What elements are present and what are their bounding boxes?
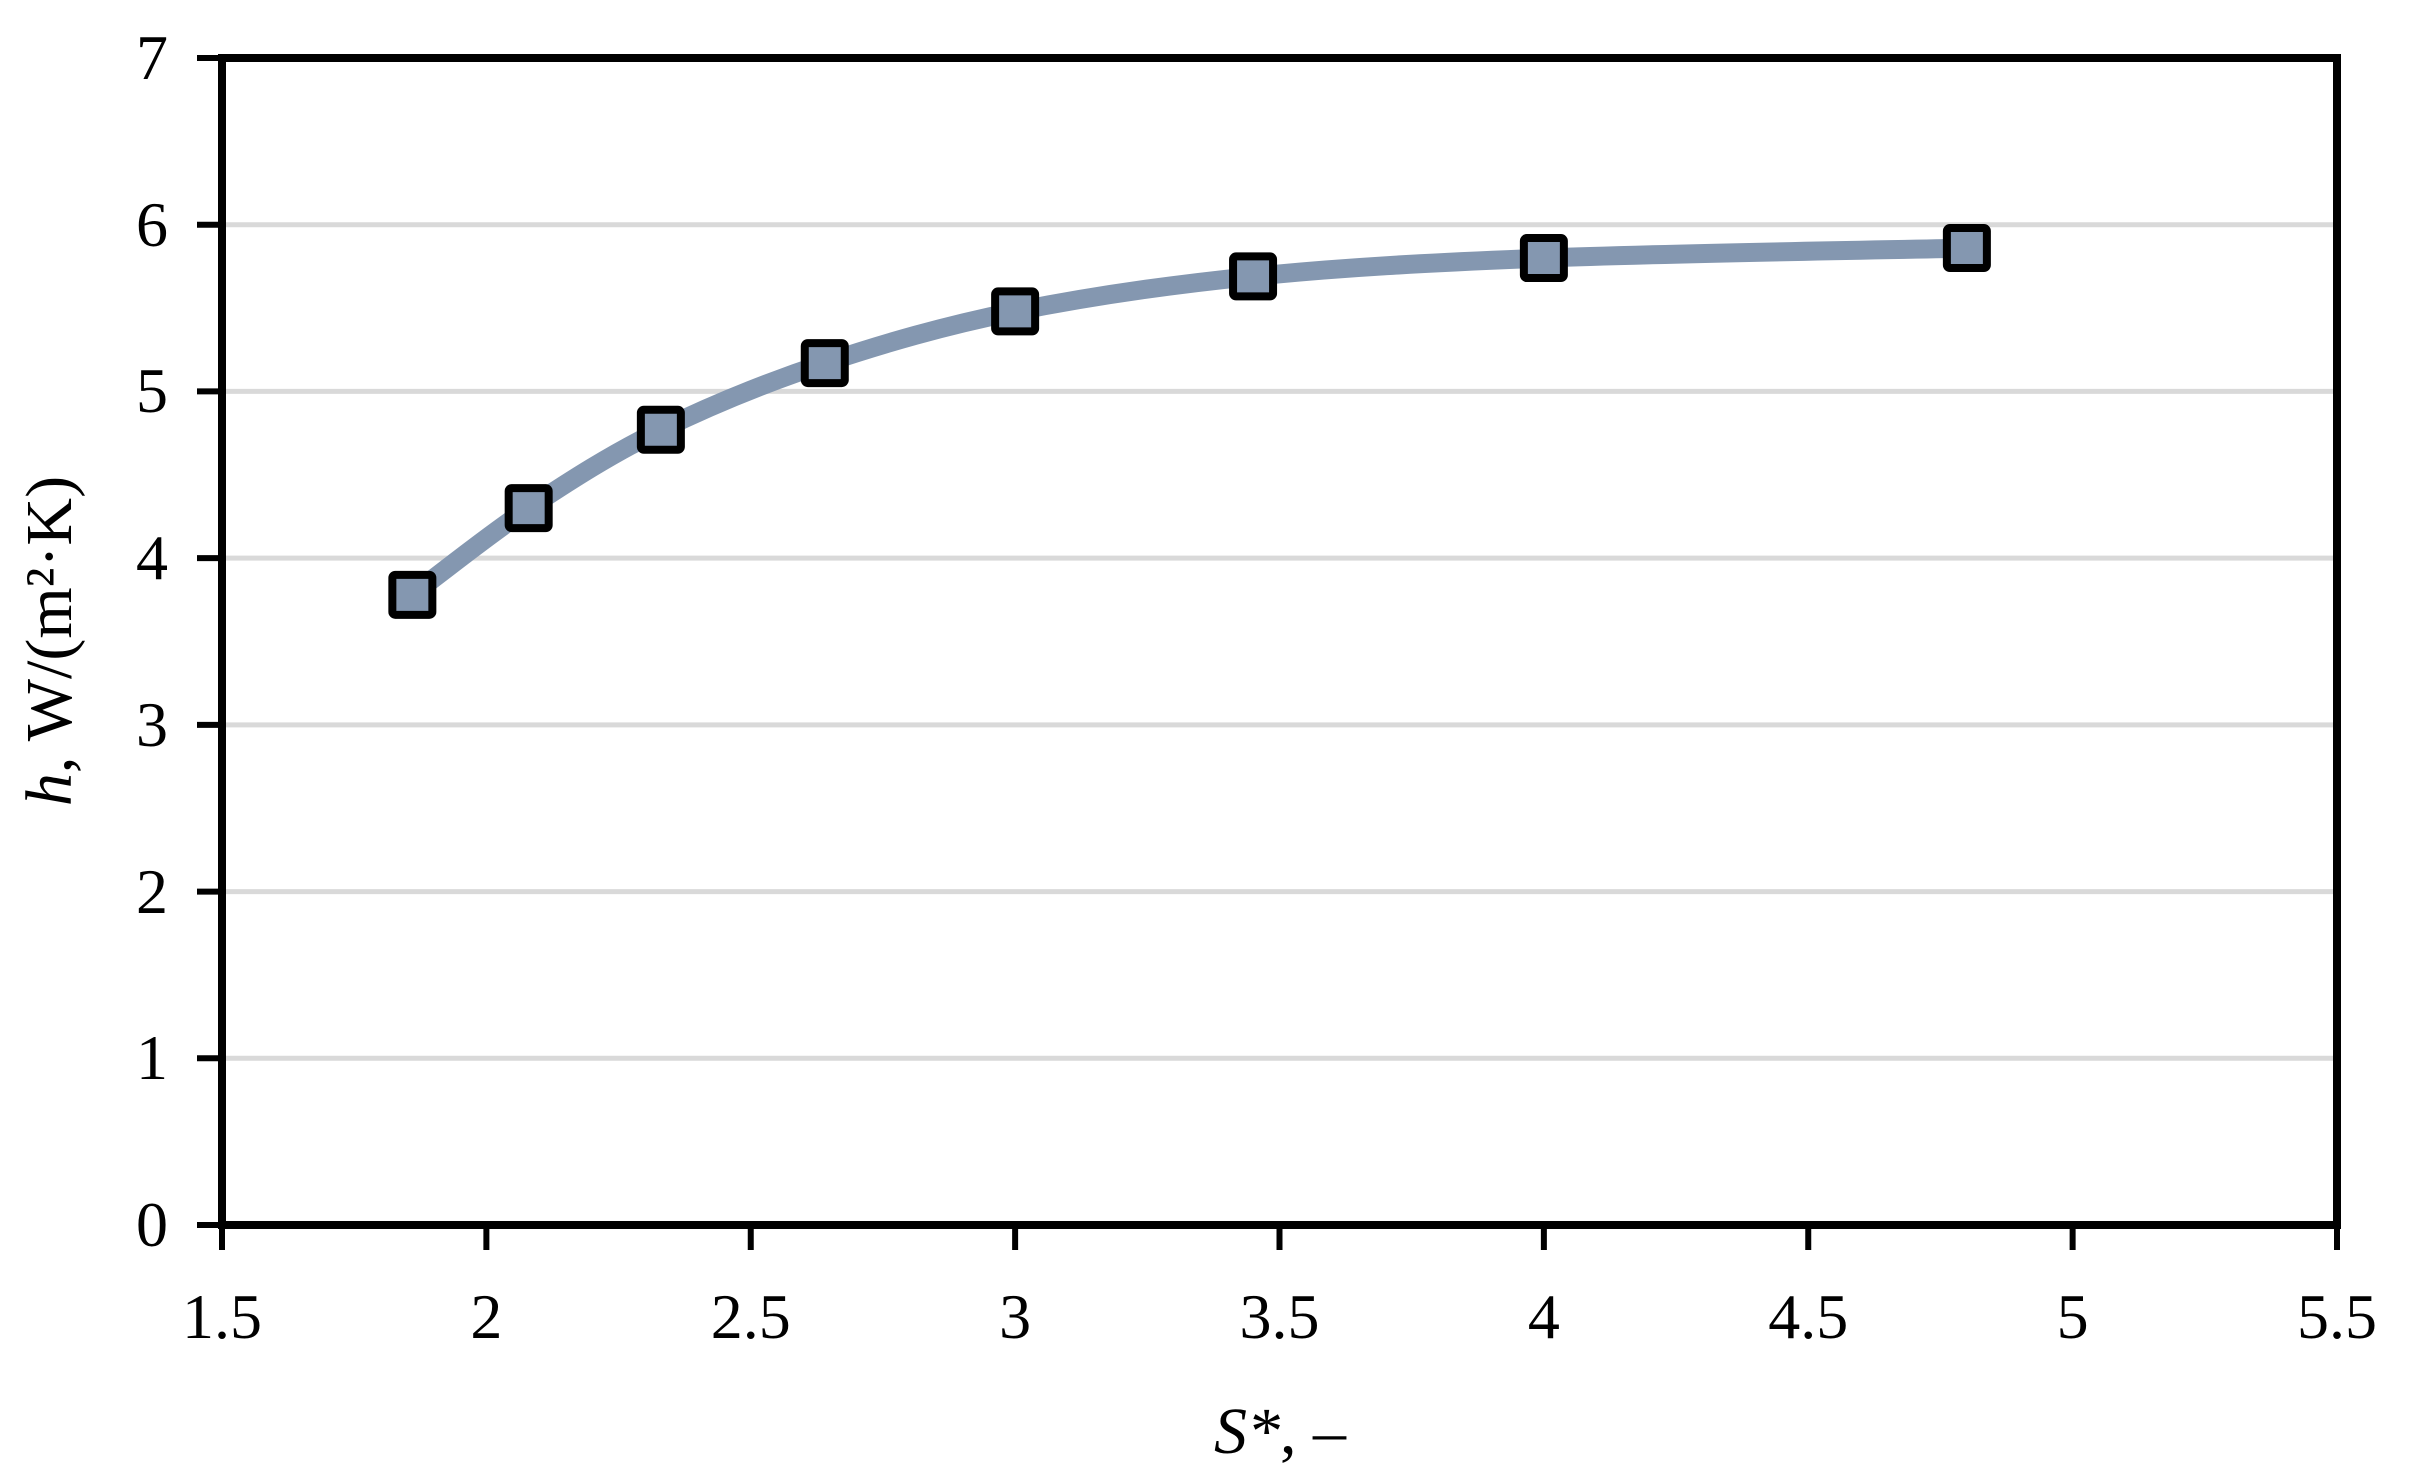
data-point-marker <box>388 570 437 619</box>
x-tick-label: 3.5 <box>1239 1281 1320 1352</box>
y-tick-label: 2 <box>136 855 168 927</box>
y-tick-label: 0 <box>136 1189 168 1260</box>
y-axis-title-variable: h <box>13 773 86 807</box>
data-point-marker <box>800 339 849 388</box>
y-tick-label: 7 <box>136 22 168 93</box>
x-axis-title-units: , – <box>1280 1395 1346 1468</box>
y-axis-title-units: , W/(m²·K) <box>13 475 86 774</box>
y-tick-label: 4 <box>136 522 168 594</box>
y-axis-title: h, W/(m²·K) <box>13 476 86 806</box>
x-tick-label: 5.5 <box>2297 1281 2377 1352</box>
data-point-marker <box>1942 224 1991 273</box>
x-tick-label: 3 <box>999 1281 1032 1352</box>
data-point-marker <box>1519 234 1568 283</box>
x-axis-title: S*, – <box>1214 1399 1346 1465</box>
x-axis-title-variable: S* <box>1214 1395 1280 1468</box>
x-tick-label: 4 <box>1527 1281 1560 1352</box>
y-tick-label: 6 <box>136 188 168 260</box>
data-point-marker <box>1229 252 1278 301</box>
x-tick-label: 1.5 <box>182 1281 262 1352</box>
y-tick-label: 1 <box>136 1022 168 1094</box>
x-tick-label: 5 <box>2056 1281 2089 1352</box>
data-point-marker <box>991 287 1040 336</box>
data-point-marker <box>504 484 553 533</box>
x-tick-label: 2.5 <box>710 1281 791 1352</box>
y-tick-label: 5 <box>136 355 168 427</box>
x-tick-label: 2 <box>470 1281 503 1352</box>
x-tick-label: 4.5 <box>1768 1281 1849 1352</box>
y-tick-label: 3 <box>136 688 168 760</box>
data-point-marker <box>636 405 685 454</box>
plot-border <box>218 54 2341 1229</box>
